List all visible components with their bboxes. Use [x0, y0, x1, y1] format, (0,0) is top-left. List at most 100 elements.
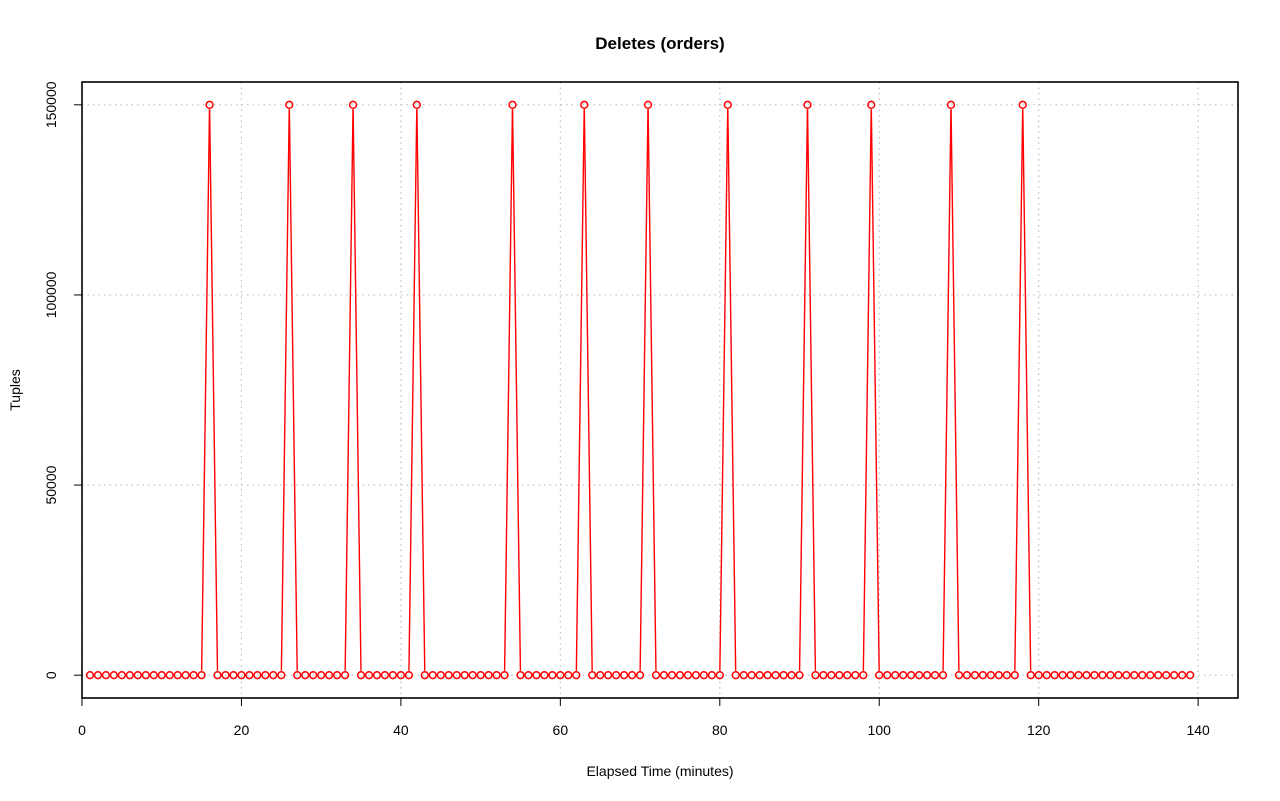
y-tick-label: 50000	[43, 465, 59, 504]
data-point	[946, 100, 956, 109]
data-point	[922, 671, 932, 680]
data-point	[683, 671, 693, 680]
data-point	[914, 671, 924, 680]
data-point	[317, 671, 326, 680]
data-point	[253, 671, 262, 680]
data-point	[452, 671, 461, 680]
data-point	[484, 671, 493, 680]
data-point	[604, 671, 613, 680]
data-point	[396, 671, 406, 680]
data-point	[851, 671, 860, 680]
data-point	[125, 671, 134, 680]
data-point	[691, 671, 701, 680]
data-point	[460, 671, 469, 680]
series-segment	[862, 109, 872, 671]
series-segment	[1014, 109, 1024, 671]
y-axis-label: Tuples	[7, 369, 23, 411]
data-point	[524, 671, 533, 680]
series-segment	[806, 109, 817, 671]
data-point	[707, 671, 716, 680]
data-point	[723, 100, 732, 109]
data-point	[516, 671, 525, 680]
data-point	[883, 671, 892, 680]
data-point	[1186, 671, 1195, 680]
data-point	[444, 671, 453, 680]
data-point	[1170, 671, 1179, 680]
data-point	[556, 671, 565, 680]
series-segment	[950, 109, 960, 671]
data-point	[548, 671, 557, 680]
data-point	[580, 100, 589, 109]
data-point	[747, 671, 756, 680]
data-point	[476, 671, 485, 680]
series-segment	[416, 109, 426, 671]
data-point	[787, 671, 796, 680]
data-point	[763, 671, 772, 680]
series-segment	[647, 109, 657, 671]
x-tick-label: 0	[78, 722, 86, 738]
x-tick-label: 80	[712, 722, 728, 738]
y-tick-label: 150000	[43, 81, 59, 128]
data-point	[540, 671, 549, 680]
data-point	[843, 671, 852, 680]
data-point	[1146, 671, 1155, 680]
data-point	[612, 671, 621, 680]
data-point	[962, 671, 972, 680]
data-point	[213, 671, 222, 680]
data-point	[715, 671, 724, 680]
data-point	[141, 671, 150, 680]
x-tick-label: 140	[1186, 722, 1210, 738]
data-point	[109, 671, 119, 680]
data-point	[380, 671, 390, 680]
data-point	[675, 671, 685, 680]
series-segment	[727, 109, 737, 671]
x-tick-label: 100	[868, 722, 892, 738]
y-tick-label: 0	[43, 671, 59, 679]
data-point	[1130, 671, 1139, 680]
data-point	[739, 671, 748, 680]
data-point	[930, 671, 940, 680]
data-point	[1018, 100, 1027, 109]
data-point	[619, 671, 629, 680]
data-point	[229, 671, 238, 680]
data-point	[428, 671, 437, 680]
data-point	[1010, 671, 1019, 680]
data-point	[1090, 671, 1099, 680]
data-point	[1178, 671, 1187, 680]
data-point	[731, 671, 740, 680]
data-point	[986, 671, 996, 680]
data-point	[1074, 671, 1083, 680]
data-point	[117, 671, 127, 680]
data-point	[596, 671, 605, 680]
data-point	[93, 671, 103, 680]
series-segment	[344, 109, 354, 671]
data-point	[1138, 671, 1147, 680]
data-point	[572, 671, 581, 680]
data-point	[364, 671, 374, 680]
data-point	[237, 671, 246, 680]
data-point	[293, 671, 302, 680]
data-point	[309, 671, 318, 680]
data-point	[779, 671, 788, 680]
data-point	[1058, 671, 1067, 680]
data-point	[245, 671, 254, 680]
data-point	[332, 671, 342, 680]
data-point	[508, 100, 517, 109]
data-point	[133, 671, 142, 680]
data-point	[1162, 671, 1171, 680]
data-point	[899, 671, 908, 680]
data-point	[436, 671, 445, 680]
data-point	[468, 671, 477, 680]
data-point	[500, 671, 509, 680]
series-segment	[798, 109, 809, 671]
data-point	[372, 671, 382, 680]
chart-title: Deletes (orders)	[595, 34, 724, 53]
data-point	[803, 100, 812, 109]
data-point	[261, 671, 270, 680]
data-point	[532, 671, 541, 680]
data-point	[285, 100, 294, 109]
data-point	[627, 671, 637, 680]
data-point	[906, 671, 916, 680]
data-point	[1114, 671, 1123, 680]
data-point	[1066, 671, 1075, 680]
